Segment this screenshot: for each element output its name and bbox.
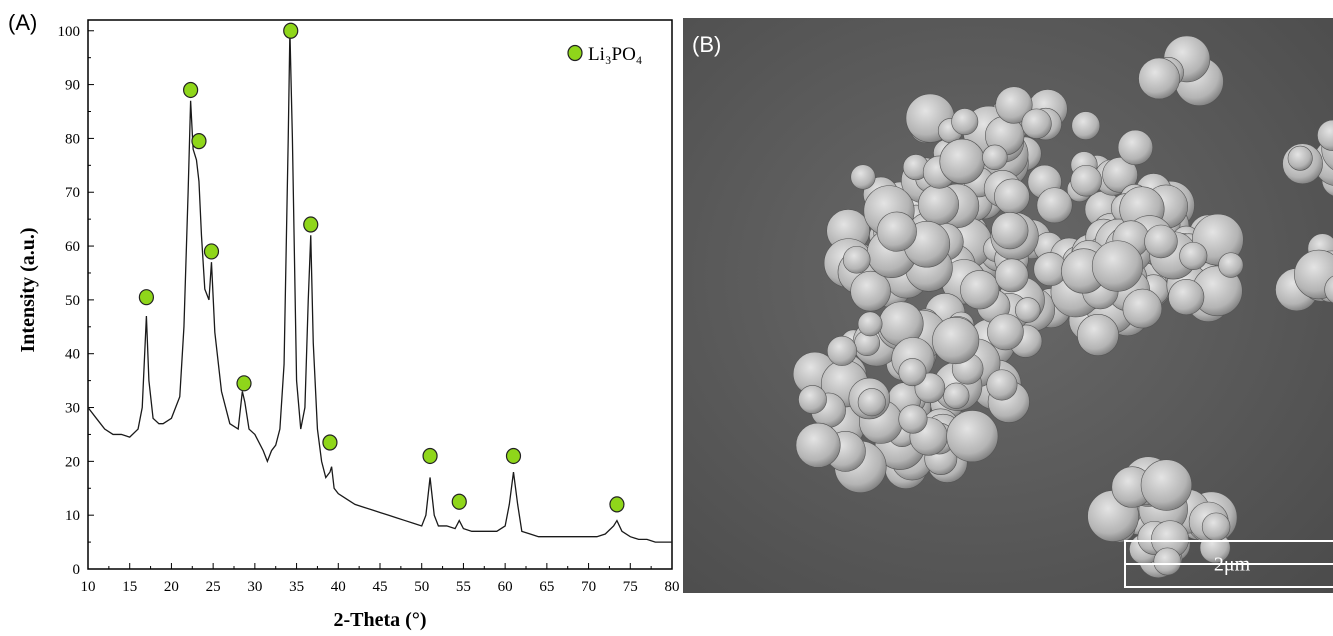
y-tick-label: 70 <box>65 185 80 201</box>
panel-label: (B) <box>692 32 721 57</box>
x-tick-label: 50 <box>414 579 429 595</box>
peak-marker <box>609 496 625 513</box>
legend-label: Li₃PO₄ <box>588 44 642 65</box>
particle <box>1021 108 1052 139</box>
particle <box>795 422 841 468</box>
peak-marker <box>422 447 438 465</box>
y-tick-label: 10 <box>65 508 80 524</box>
particle <box>917 184 959 226</box>
y-tick-label: 80 <box>65 131 80 147</box>
particle <box>932 317 980 365</box>
particle <box>1140 459 1193 511</box>
x-tick-label: 80 <box>665 579 680 595</box>
x-tick-label: 55 <box>456 579 471 595</box>
particle <box>1144 224 1178 259</box>
particle <box>951 108 979 136</box>
particle <box>1015 297 1041 323</box>
particle <box>1153 547 1182 576</box>
particle <box>850 164 876 190</box>
particle <box>798 385 827 414</box>
peak-marker <box>283 22 299 39</box>
y-tick-label: 100 <box>58 24 81 40</box>
particle <box>1218 252 1244 278</box>
y-tick-label: 20 <box>65 454 80 470</box>
particle <box>986 369 1018 401</box>
particle <box>898 404 928 434</box>
particle <box>1324 275 1333 304</box>
peak-marker <box>322 434 338 451</box>
particle <box>994 178 1030 215</box>
particle <box>1138 57 1180 100</box>
x-tick-label: 75 <box>623 579 638 595</box>
sem-particles <box>792 35 1333 579</box>
peak-marker <box>191 133 207 150</box>
peak-marker <box>138 289 154 306</box>
particle <box>1070 164 1102 197</box>
y-axis-label: Intensity (a.u.) <box>17 227 39 352</box>
particle <box>991 212 1029 250</box>
particle <box>946 410 999 463</box>
y-tick-label: 30 <box>65 401 80 417</box>
x-axis-label: 2-Theta (°) <box>334 609 427 631</box>
x-tick-label: 45 <box>373 579 388 595</box>
particle <box>994 258 1029 293</box>
particle <box>1102 157 1138 193</box>
y-tick-label: 90 <box>65 78 80 94</box>
y-tick-label: 0 <box>73 562 81 578</box>
particle <box>857 388 886 417</box>
particle <box>1071 111 1101 140</box>
particle <box>857 311 883 337</box>
particle <box>1168 279 1205 316</box>
particle <box>850 270 891 312</box>
peak-marker <box>203 243 220 260</box>
legend-marker <box>567 44 583 62</box>
peak-marker <box>303 216 319 233</box>
panel-label: (A) <box>8 10 37 35</box>
x-tick-label: 25 <box>206 579 221 595</box>
particle <box>987 313 1024 351</box>
particle <box>876 211 917 252</box>
particle <box>1036 187 1073 224</box>
particle <box>995 86 1033 124</box>
peak-marker <box>505 447 522 465</box>
x-tick-label: 35 <box>289 579 304 595</box>
particle <box>960 270 1000 310</box>
peak-marker <box>236 375 252 392</box>
particle <box>939 138 985 185</box>
x-tick-label: 70 <box>581 579 596 595</box>
x-tick-label: 30 <box>247 579 262 595</box>
peak-marker <box>183 81 199 99</box>
scale-label: 2μm <box>1214 554 1251 576</box>
particle <box>1201 512 1231 542</box>
x-tick-label: 65 <box>539 579 554 595</box>
particle <box>1179 241 1208 271</box>
particle <box>1287 145 1313 171</box>
plot-frame <box>87 19 673 570</box>
xrd-line <box>87 30 672 543</box>
particle <box>1077 314 1119 356</box>
particle <box>1294 249 1333 300</box>
x-tick-label: 40 <box>331 579 346 595</box>
y-tick-label: 50 <box>65 293 80 309</box>
particle <box>898 358 927 387</box>
particle <box>1122 288 1163 329</box>
particle <box>826 335 857 366</box>
peak-marker <box>451 493 467 510</box>
y-tick-label: 40 <box>65 347 80 363</box>
particle <box>943 382 970 409</box>
particle <box>982 144 1008 171</box>
x-tick-label: 20 <box>164 579 179 595</box>
particle <box>1091 240 1144 292</box>
x-tick-label: 15 <box>122 579 137 595</box>
particle <box>842 245 871 274</box>
particle <box>1117 129 1154 166</box>
x-tick-label: 10 <box>81 579 96 595</box>
y-tick-label: 60 <box>65 239 80 255</box>
x-tick-label: 60 <box>498 579 513 595</box>
